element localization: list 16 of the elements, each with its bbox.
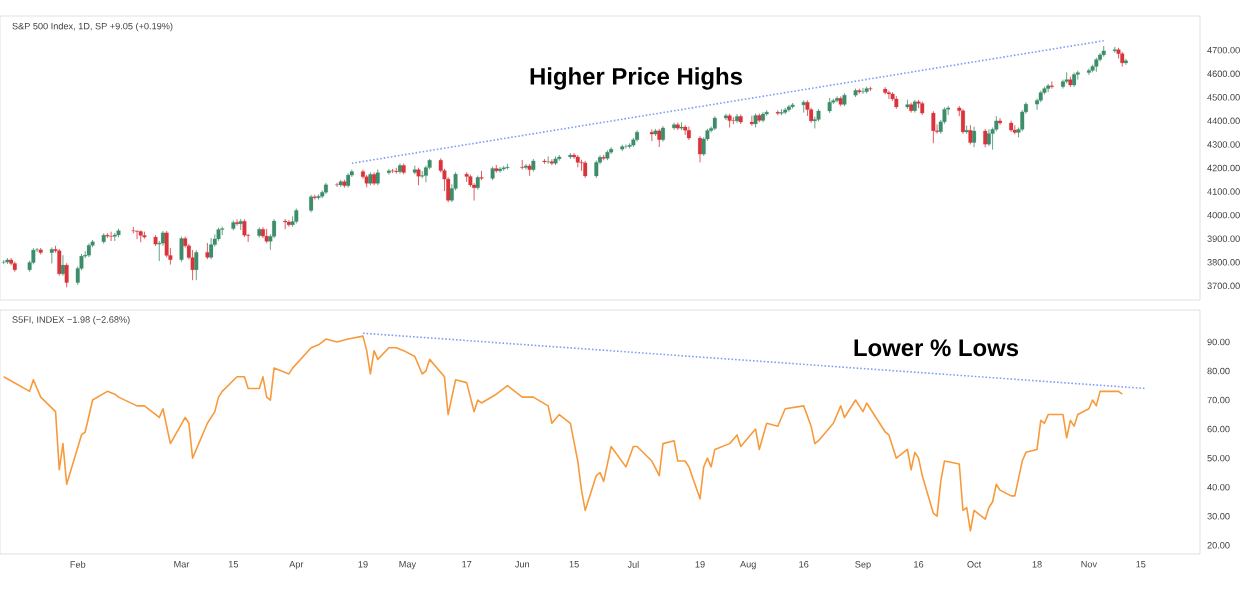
candlestick xyxy=(801,99,806,114)
candlestick xyxy=(1020,109,1025,132)
candlestick xyxy=(61,254,65,277)
candlestick xyxy=(1035,98,1039,111)
candlestick xyxy=(701,136,706,157)
candlestick xyxy=(194,249,199,281)
candlestick xyxy=(190,249,195,281)
candlestick xyxy=(931,110,936,144)
candlestick xyxy=(472,182,477,201)
candlestick xyxy=(972,126,977,148)
annotation: Higher Price Highs xyxy=(530,67,742,90)
candlestick xyxy=(57,248,62,277)
candlestick xyxy=(579,159,584,172)
candlestick xyxy=(961,108,965,135)
annotation: Lower % Lows xyxy=(854,339,1019,357)
candlestick xyxy=(64,262,69,288)
